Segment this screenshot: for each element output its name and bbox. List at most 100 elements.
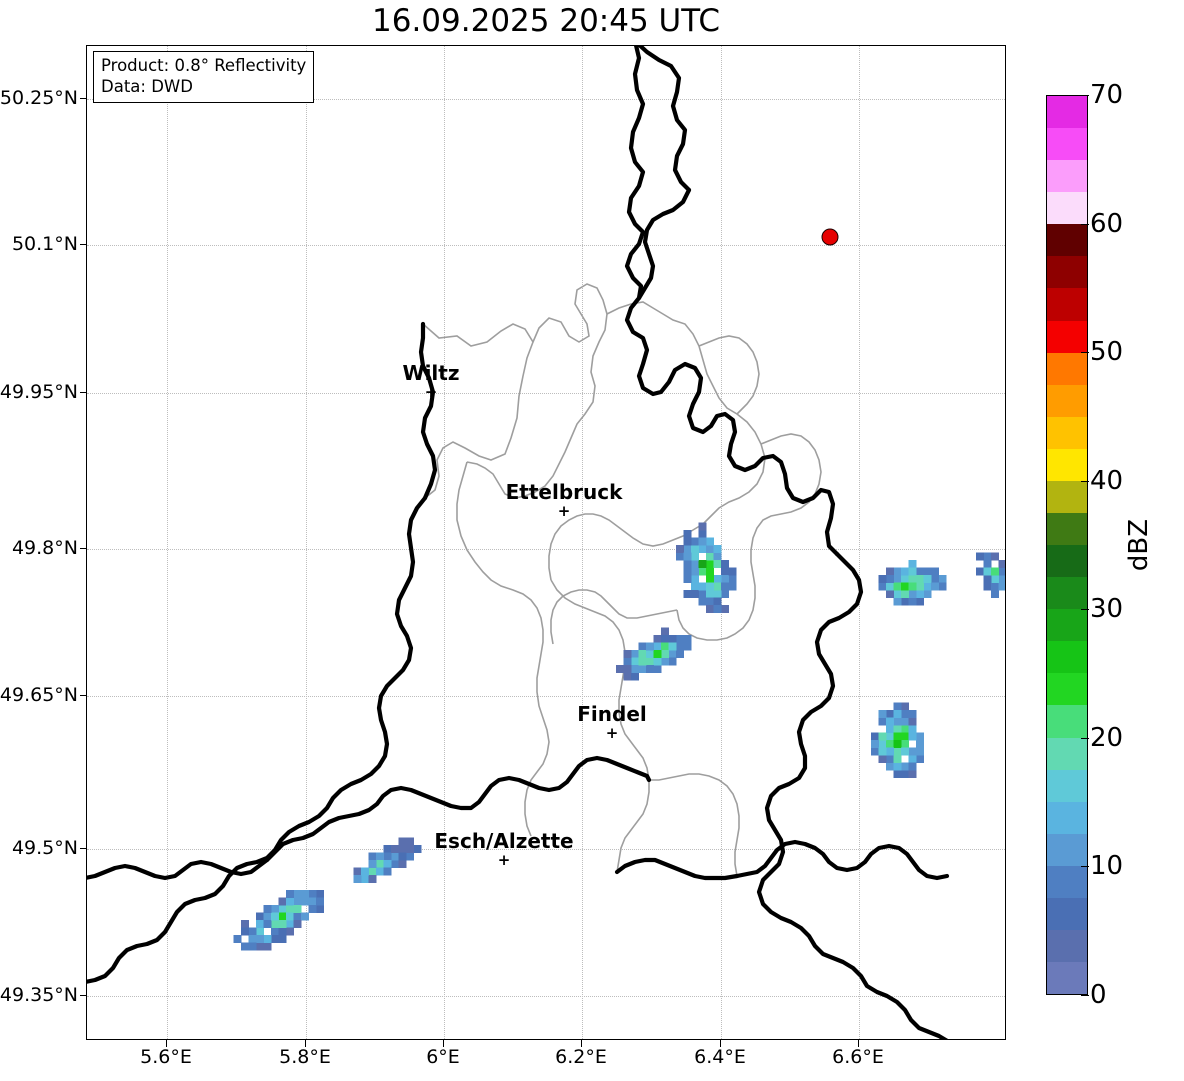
radar-echo-cell	[900, 769, 909, 778]
radar-echo-cell	[683, 567, 692, 576]
radar-echo-cell	[683, 574, 692, 583]
radar-echo-cell	[675, 634, 684, 643]
colorbar-band	[1047, 705, 1087, 738]
radar-echo-cell	[360, 867, 369, 876]
radar-echo-cell	[368, 867, 377, 876]
gridline-vertical	[721, 46, 722, 1039]
radar-echo-cell	[675, 642, 684, 651]
colorbar-band	[1047, 801, 1087, 834]
radar-echo-cell	[668, 642, 677, 651]
canton-borders	[422, 283, 822, 877]
radar-echo-cell	[645, 657, 654, 666]
radar-echo-cell	[878, 717, 887, 726]
radar-echo-cell	[908, 567, 917, 576]
colorbar-band	[1047, 160, 1087, 193]
radar-echo-cell	[638, 649, 647, 658]
radar-echo-cell	[683, 559, 692, 568]
radar-echo-cell	[990, 582, 999, 591]
colorbar-band	[1047, 737, 1087, 770]
radar-echo-cell	[705, 559, 714, 568]
radar-echo-cell	[915, 589, 924, 598]
radar-echo-cell	[690, 582, 699, 591]
radar-echo-cell	[270, 934, 279, 943]
radar-echo-cell	[990, 552, 999, 561]
colorbar-band	[1047, 448, 1087, 481]
radar-echo-cell	[915, 739, 924, 748]
radar-echo-cell	[728, 567, 737, 576]
radar-echo-cell	[255, 942, 264, 951]
y-axis-tick-label: 50.25°N	[0, 87, 78, 109]
x-axis-tick-mark	[443, 1040, 444, 1047]
radar-echo-cell	[638, 642, 647, 651]
radar-echo-cell	[990, 574, 999, 583]
x-axis-tick-mark	[581, 1040, 582, 1047]
radar-echo-cell	[900, 724, 909, 733]
radar-echo-cell	[630, 664, 639, 673]
gridline-horizontal	[87, 393, 1005, 394]
radar-echo-cell	[240, 927, 249, 936]
colorbar-tick-label: 10	[1090, 851, 1124, 882]
map-borders-layer	[87, 46, 950, 1039]
gridline-horizontal	[87, 99, 1005, 100]
radar-echo-cell	[885, 747, 894, 756]
radar-echo-cell	[375, 859, 384, 868]
radar-echo-cell	[885, 574, 894, 583]
y-axis-tick-mark	[80, 244, 87, 245]
radar-echo-cell	[885, 724, 894, 733]
radar-echo-cell	[900, 717, 909, 726]
radar-echo-cell	[398, 859, 407, 868]
radar-echo-cell	[908, 582, 917, 591]
radar-echo-cell	[660, 627, 669, 636]
radar-echo-cell	[900, 762, 909, 771]
radar-echo-cell	[623, 672, 632, 681]
radar-echo-cluster	[353, 837, 422, 883]
colorbar-band	[1047, 897, 1087, 931]
radar-echo-cell	[653, 657, 662, 666]
radar-echo-cell	[885, 567, 894, 576]
radar-echo-cell	[938, 582, 947, 591]
radar-echo-cell	[240, 942, 249, 951]
radar-echo-cell	[870, 732, 879, 741]
gridline-vertical	[859, 46, 860, 1039]
x-axis-tick-mark	[858, 1040, 859, 1047]
radar-echo-cell	[645, 642, 654, 651]
radar-echo-cell	[893, 574, 902, 583]
radar-echo-cell	[893, 739, 902, 748]
colorbar-band	[1047, 320, 1087, 353]
radar-echo-cell	[878, 574, 887, 583]
radar-echo-cell	[983, 582, 992, 591]
radar-echo-cell	[315, 904, 324, 913]
radar-echo-cell	[690, 537, 699, 546]
y-axis-tick-mark	[80, 995, 87, 996]
radar-echo-cell	[278, 934, 287, 943]
radar-echo-cell	[893, 732, 902, 741]
radar-echo-cell	[705, 544, 714, 553]
page-title: 16.09.2025 20:45 UTC	[372, 3, 720, 39]
map-plot-area[interactable]: Product: 0.8° Reflectivity Data: DWD Wil…	[86, 45, 1006, 1040]
radar-site-dot[interactable]	[821, 228, 839, 246]
radar-echo-cell	[713, 552, 722, 561]
colorbar-band	[1047, 384, 1087, 417]
radar-echo-cell	[720, 604, 729, 613]
radar-echo-cell	[878, 709, 887, 718]
radar-echo-cell	[893, 724, 902, 733]
radar-echo-cell	[990, 589, 999, 598]
radar-echo-cell	[915, 732, 924, 741]
radar-echo-cell	[885, 754, 894, 763]
radar-echo-cell	[675, 544, 684, 553]
colorbar-tick-mark	[1081, 480, 1089, 482]
radar-echo-cell	[720, 582, 729, 591]
radar-echo-cell	[233, 934, 242, 943]
x-axis-tick-mark	[305, 1040, 306, 1047]
radar-echo-cell	[893, 567, 902, 576]
radar-echo-cell	[698, 597, 707, 606]
radar-echo-cell	[255, 919, 264, 928]
colorbar-band	[1047, 641, 1087, 674]
radar-echo-cell	[728, 582, 737, 591]
radar-echo-cluster	[975, 552, 1005, 598]
colorbar-tick-mark	[1081, 737, 1089, 739]
radar-echo-cell	[698, 522, 707, 531]
country-borders	[87, 46, 950, 1039]
colorbar-band	[1047, 577, 1087, 610]
radar-echo-cell	[893, 747, 902, 756]
